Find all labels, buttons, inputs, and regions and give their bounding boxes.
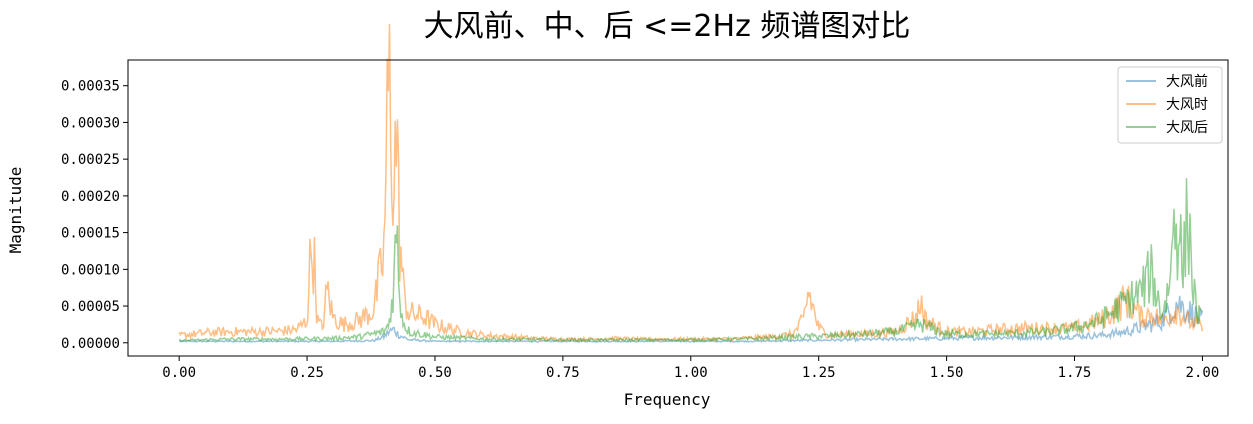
y-tick-label: 0.00025 xyxy=(61,152,120,168)
y-axis-label: Magnitude xyxy=(6,167,25,254)
plot-frame xyxy=(127,59,1229,357)
x-tick-label: 0.75 xyxy=(546,365,580,381)
y-tick-label: 0.00005 xyxy=(61,299,120,315)
legend-label: 大风前 xyxy=(1166,73,1208,90)
legend-label: 大风时 xyxy=(1166,97,1208,113)
y-tick-label: 0.00000 xyxy=(61,336,120,352)
chart-title: 大风前、中、后 <=2Hz 频谱图对比 xyxy=(424,9,911,44)
series-line-2 xyxy=(179,178,1203,343)
series-line-0 xyxy=(178,295,1204,343)
y-tick-label: 0.00035 xyxy=(61,79,120,95)
legend-label: 大风后 xyxy=(1166,120,1208,136)
y-tick-label: 0.00030 xyxy=(61,115,120,131)
x-axis-label: Frequency xyxy=(624,390,711,409)
x-tick-label: 0.00 xyxy=(162,365,196,381)
series-line-1 xyxy=(178,23,1204,343)
x-tick-label: 0.25 xyxy=(290,365,324,381)
x-axis: 0.00 0.25 0.50 0.75 1.00 1.25 1.50 1.75 2.00 xyxy=(162,356,1219,381)
x-tick-label: 1.50 xyxy=(930,365,964,381)
plot-series-group xyxy=(178,23,1204,343)
x-tick-label: 0.50 xyxy=(418,365,452,381)
x-tick-label: 1.00 xyxy=(674,365,708,381)
y-tick-label: 0.00020 xyxy=(61,189,120,205)
legend-box xyxy=(1117,66,1223,144)
x-tick-label: 2.00 xyxy=(1186,365,1220,381)
y-tick-label: 0.00010 xyxy=(61,262,120,278)
x-tick-label: 1.75 xyxy=(1058,365,1092,381)
x-tick-label: 1.25 xyxy=(802,365,836,381)
y-tick-label: 0.00015 xyxy=(61,226,120,242)
y-axis: 0.00000 0.00005 0.00010 0.00015 0.00020 0.000… xyxy=(61,79,128,352)
